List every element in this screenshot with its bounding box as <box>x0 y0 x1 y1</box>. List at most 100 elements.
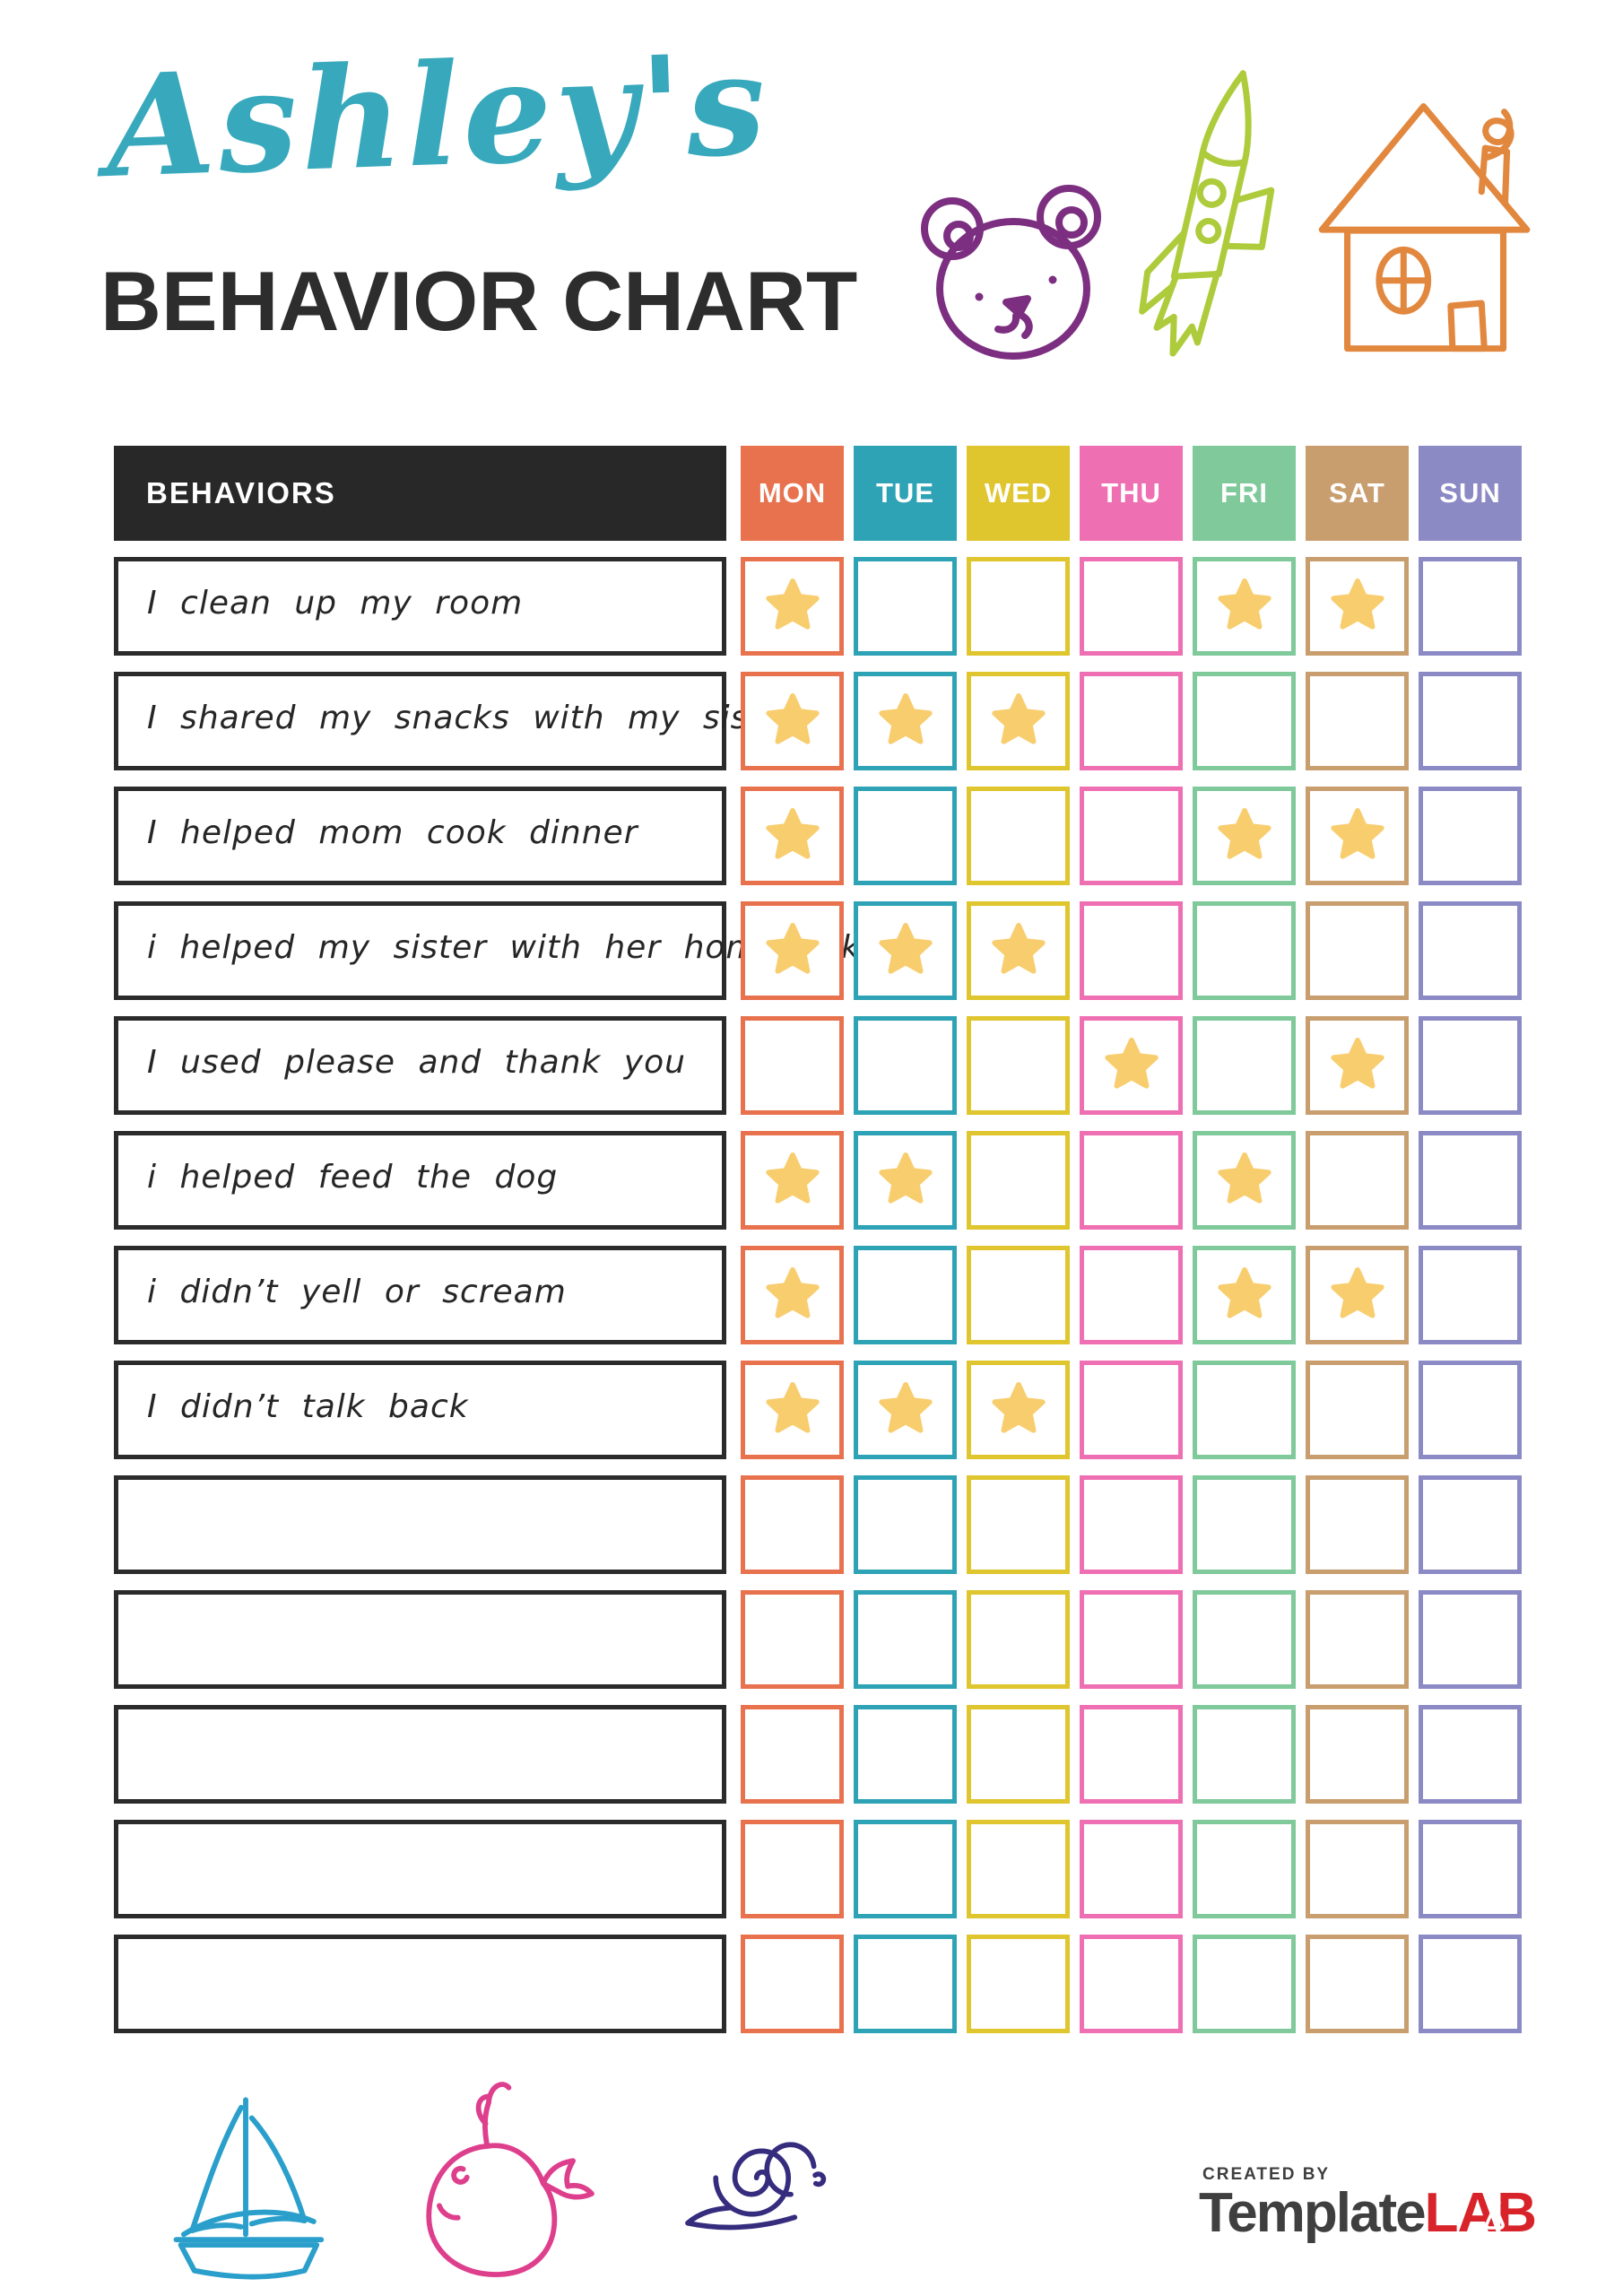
day-cell-wed[interactable] <box>967 557 1070 656</box>
behavior-label-cell[interactable]: i helped my sister with her homework <box>114 901 860 1000</box>
day-cell-thu[interactable] <box>1080 1131 1183 1230</box>
day-cell-thu[interactable] <box>1080 557 1183 656</box>
day-cell-sat[interactable] <box>1306 1590 1409 1689</box>
day-cell-fri[interactable] <box>1193 901 1296 1000</box>
day-cell-tue[interactable] <box>854 1361 957 1459</box>
day-cell-thu[interactable] <box>1080 1590 1183 1689</box>
day-cell-sat[interactable] <box>1306 787 1409 885</box>
day-cell-sat[interactable] <box>1306 1246 1409 1344</box>
day-cell-thu[interactable] <box>1080 1246 1183 1344</box>
day-cell-sun[interactable] <box>1419 1820 1522 1918</box>
day-cell-sun[interactable] <box>1419 787 1522 885</box>
day-cell-mon[interactable] <box>741 672 844 770</box>
day-cell-sat[interactable] <box>1306 1016 1409 1115</box>
day-cell-tue[interactable] <box>854 1475 957 1574</box>
behavior-label-cell[interactable] <box>114 1475 726 1574</box>
day-cell-mon[interactable] <box>741 557 844 656</box>
day-cell-sat[interactable] <box>1306 1705 1409 1804</box>
day-cell-sun[interactable] <box>1419 1016 1522 1115</box>
day-cell-tue[interactable] <box>854 557 957 656</box>
day-cell-tue[interactable] <box>854 787 957 885</box>
behavior-label-cell[interactable]: I shared my snacks with my sister <box>114 672 795 770</box>
behavior-label-cell[interactable]: i helped feed the dog <box>114 1131 726 1230</box>
day-cell-sun[interactable] <box>1419 1935 1522 2033</box>
day-cell-wed[interactable] <box>967 1361 1070 1459</box>
day-cell-tue[interactable] <box>854 1246 957 1344</box>
day-cell-wed[interactable] <box>967 1590 1070 1689</box>
day-cell-wed[interactable] <box>967 1131 1070 1230</box>
day-cell-tue[interactable] <box>854 1820 957 1918</box>
day-cell-sat[interactable] <box>1306 672 1409 770</box>
day-cell-thu[interactable] <box>1080 1935 1183 2033</box>
behavior-label-cell[interactable] <box>114 1590 726 1689</box>
day-cell-wed[interactable] <box>967 1016 1070 1115</box>
day-cell-sun[interactable] <box>1419 557 1522 656</box>
day-cell-thu[interactable] <box>1080 1820 1183 1918</box>
behavior-label-cell[interactable]: I used please and thank you <box>114 1016 726 1115</box>
day-cell-fri[interactable] <box>1193 1590 1296 1689</box>
day-cell-mon[interactable] <box>741 1246 844 1344</box>
day-cell-mon[interactable] <box>741 1475 844 1574</box>
behavior-label-cell[interactable] <box>114 1820 726 1918</box>
day-cell-tue[interactable] <box>854 1705 957 1804</box>
day-cell-mon[interactable] <box>741 1131 844 1230</box>
day-cell-sat[interactable] <box>1306 901 1409 1000</box>
day-cell-wed[interactable] <box>967 901 1070 1000</box>
day-cell-sun[interactable] <box>1419 672 1522 770</box>
day-cell-thu[interactable] <box>1080 901 1183 1000</box>
day-cell-mon[interactable] <box>741 1820 844 1918</box>
day-cell-sun[interactable] <box>1419 1361 1522 1459</box>
day-cell-thu[interactable] <box>1080 1016 1183 1115</box>
day-cell-mon[interactable] <box>741 1935 844 2033</box>
day-cell-fri[interactable] <box>1193 1131 1296 1230</box>
day-cell-sat[interactable] <box>1306 1475 1409 1574</box>
day-cell-wed[interactable] <box>967 1820 1070 1918</box>
day-cell-fri[interactable] <box>1193 1361 1296 1459</box>
day-cell-tue[interactable] <box>854 1935 957 2033</box>
day-cell-thu[interactable] <box>1080 672 1183 770</box>
day-cell-fri[interactable] <box>1193 1705 1296 1804</box>
day-cell-thu[interactable] <box>1080 1361 1183 1459</box>
day-cell-fri[interactable] <box>1193 1246 1296 1344</box>
day-cell-thu[interactable] <box>1080 787 1183 885</box>
day-cell-mon[interactable] <box>741 1361 844 1459</box>
day-cell-mon[interactable] <box>741 1590 844 1689</box>
day-cell-sat[interactable] <box>1306 557 1409 656</box>
day-cell-wed[interactable] <box>967 1246 1070 1344</box>
day-cell-fri[interactable] <box>1193 787 1296 885</box>
behavior-label-cell[interactable]: I helped mom cook dinner <box>114 787 726 885</box>
day-cell-wed[interactable] <box>967 1475 1070 1574</box>
day-cell-wed[interactable] <box>967 1935 1070 2033</box>
day-cell-fri[interactable] <box>1193 1016 1296 1115</box>
day-cell-mon[interactable] <box>741 787 844 885</box>
day-cell-tue[interactable] <box>854 672 957 770</box>
day-cell-mon[interactable] <box>741 1705 844 1804</box>
behavior-label-cell[interactable] <box>114 1935 726 2033</box>
day-cell-mon[interactable] <box>741 1016 844 1115</box>
day-cell-fri[interactable] <box>1193 557 1296 656</box>
day-cell-mon[interactable] <box>741 901 844 1000</box>
day-cell-fri[interactable] <box>1193 1820 1296 1918</box>
day-cell-thu[interactable] <box>1080 1475 1183 1574</box>
day-cell-sun[interactable] <box>1419 1131 1522 1230</box>
behavior-label-cell[interactable] <box>114 1705 726 1804</box>
day-cell-wed[interactable] <box>967 672 1070 770</box>
behavior-label-cell[interactable]: i didn’t yell or scream <box>114 1246 726 1344</box>
day-cell-sun[interactable] <box>1419 1246 1522 1344</box>
day-cell-fri[interactable] <box>1193 1475 1296 1574</box>
day-cell-fri[interactable] <box>1193 672 1296 770</box>
day-cell-tue[interactable] <box>854 1016 957 1115</box>
behavior-label-cell[interactable]: I didn’t talk back <box>114 1361 726 1459</box>
day-cell-sat[interactable] <box>1306 1820 1409 1918</box>
day-cell-thu[interactable] <box>1080 1705 1183 1804</box>
day-cell-sun[interactable] <box>1419 901 1522 1000</box>
day-cell-sun[interactable] <box>1419 1590 1522 1689</box>
day-cell-wed[interactable] <box>967 787 1070 885</box>
day-cell-tue[interactable] <box>854 1590 957 1689</box>
day-cell-sun[interactable] <box>1419 1705 1522 1804</box>
behavior-label-cell[interactable]: I clean up my room <box>114 557 726 656</box>
day-cell-tue[interactable] <box>854 901 957 1000</box>
day-cell-fri[interactable] <box>1193 1935 1296 2033</box>
day-cell-wed[interactable] <box>967 1705 1070 1804</box>
day-cell-sat[interactable] <box>1306 1361 1409 1459</box>
